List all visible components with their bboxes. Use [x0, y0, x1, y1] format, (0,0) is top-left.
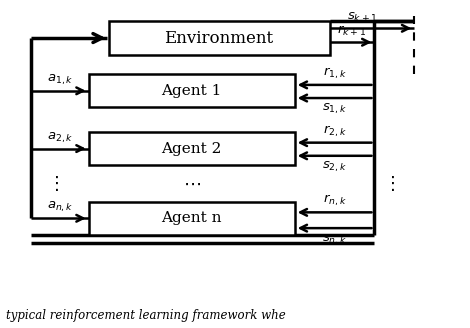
- Text: $s_{2,k}$: $s_{2,k}$: [322, 160, 347, 174]
- Bar: [109, 21, 329, 55]
- Text: $r_{1,k}$: $r_{1,k}$: [323, 66, 346, 81]
- Text: $s_{1,k}$: $s_{1,k}$: [322, 102, 347, 116]
- Text: $r_{k+1}$: $r_{k+1}$: [337, 24, 367, 38]
- Text: $a_{1,k}$: $a_{1,k}$: [47, 72, 73, 87]
- Text: Agent 1: Agent 1: [162, 84, 222, 98]
- Text: $s_{n,k}$: $s_{n,k}$: [322, 232, 347, 247]
- Text: $r_{n,k}$: $r_{n,k}$: [323, 193, 346, 208]
- Text: Agent 2: Agent 2: [162, 142, 222, 155]
- Text: $a_{n,k}$: $a_{n,k}$: [47, 200, 73, 214]
- Text: Agent n: Agent n: [161, 211, 222, 225]
- Bar: [89, 74, 295, 107]
- Text: $a_{2,k}$: $a_{2,k}$: [47, 130, 73, 145]
- Text: Environment: Environment: [164, 30, 274, 47]
- Text: $\vdots$: $\vdots$: [384, 174, 395, 193]
- Text: $\cdots$: $\cdots$: [183, 174, 201, 193]
- Bar: [89, 202, 295, 235]
- Text: $\vdots$: $\vdots$: [47, 174, 59, 193]
- Text: $r_{2,k}$: $r_{2,k}$: [323, 123, 346, 139]
- Text: typical reinforcement learning framework whe: typical reinforcement learning framework…: [6, 309, 286, 322]
- Bar: [89, 132, 295, 165]
- Text: $s_{k+1}$: $s_{k+1}$: [347, 11, 377, 24]
